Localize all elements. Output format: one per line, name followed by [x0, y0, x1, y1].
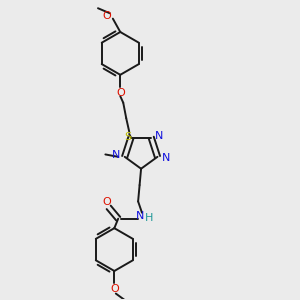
Text: O: O [116, 88, 125, 98]
Text: O: O [102, 11, 111, 21]
Text: N: N [136, 211, 144, 221]
Text: N: N [162, 153, 170, 163]
Text: N: N [112, 150, 120, 160]
Text: O: O [102, 197, 111, 207]
Text: O: O [110, 284, 119, 294]
Text: N: N [155, 131, 164, 141]
Text: H: H [145, 213, 153, 223]
Text: S: S [124, 132, 131, 142]
